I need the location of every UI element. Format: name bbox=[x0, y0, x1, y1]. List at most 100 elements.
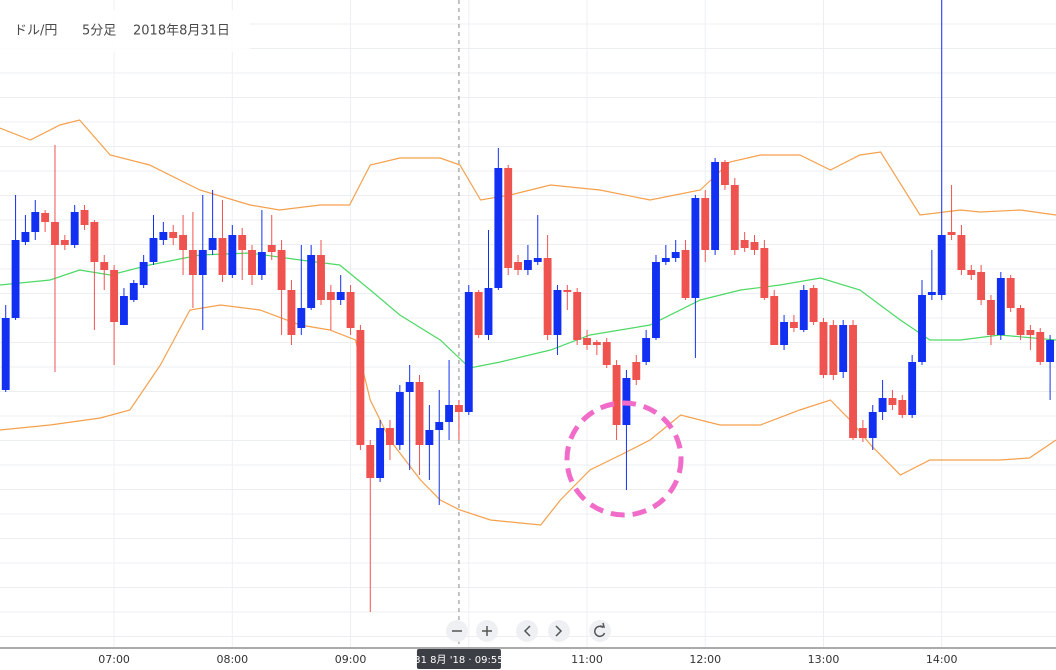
candle-body bbox=[799, 290, 808, 330]
candle-body bbox=[188, 250, 197, 275]
candle-body bbox=[100, 262, 109, 270]
candle-body bbox=[395, 392, 404, 445]
date: 2018年8月31日 bbox=[133, 24, 230, 39]
x-tick-label: 07:00 bbox=[98, 653, 130, 666]
candle-body bbox=[819, 322, 828, 375]
candle-body bbox=[110, 270, 119, 322]
candle-body bbox=[1006, 278, 1015, 308]
x-tick-label: 09:00 bbox=[335, 653, 367, 666]
candle-body bbox=[592, 342, 601, 345]
scroll-right-button[interactable] bbox=[548, 620, 570, 642]
candle-body bbox=[573, 292, 582, 340]
candle-body bbox=[967, 270, 976, 275]
candle-body bbox=[947, 232, 956, 235]
candle-body bbox=[652, 262, 660, 338]
candle-body bbox=[484, 288, 493, 335]
candle-body bbox=[11, 240, 20, 318]
candle-body bbox=[238, 235, 247, 250]
interval: 5分足 bbox=[82, 24, 116, 39]
candle-body bbox=[356, 330, 365, 445]
candle-body bbox=[760, 248, 769, 298]
candle-body bbox=[937, 235, 946, 295]
candle-body bbox=[1036, 332, 1045, 362]
candle-body bbox=[750, 242, 759, 250]
candle-body bbox=[740, 240, 749, 248]
candle-body bbox=[514, 262, 522, 270]
candle-body bbox=[90, 222, 99, 262]
candle-body bbox=[129, 283, 138, 300]
reset-button[interactable] bbox=[589, 620, 611, 642]
candle-body bbox=[770, 296, 779, 345]
candle-body bbox=[533, 258, 542, 262]
candle-body bbox=[691, 198, 700, 298]
candle-body bbox=[267, 245, 276, 252]
candle-body bbox=[326, 292, 335, 300]
candle-body bbox=[721, 162, 729, 185]
candle-body bbox=[681, 250, 690, 298]
x-tick-label: 14:00 bbox=[926, 653, 958, 666]
x-tick-label: 12:00 bbox=[689, 653, 721, 666]
candle-body bbox=[661, 258, 670, 262]
band-line bbox=[0, 252, 1056, 369]
candle-body bbox=[504, 168, 513, 268]
candle-body bbox=[1016, 308, 1025, 335]
x-tick-label: 11:00 bbox=[571, 653, 603, 666]
candle-body bbox=[898, 400, 907, 415]
candle-body bbox=[376, 428, 385, 478]
candle-body bbox=[60, 240, 69, 245]
grid bbox=[0, 0, 1056, 647]
band-line bbox=[0, 304, 1056, 526]
candle-body bbox=[445, 405, 454, 422]
candle-body bbox=[474, 292, 483, 335]
candle-body bbox=[405, 382, 414, 392]
candle-body bbox=[1046, 340, 1055, 362]
candle-body bbox=[957, 235, 966, 270]
candle-body bbox=[248, 250, 256, 275]
candle-body bbox=[228, 235, 237, 275]
candle-body bbox=[415, 382, 424, 445]
candle-body bbox=[41, 213, 50, 222]
candle-body bbox=[711, 162, 720, 250]
candle-body bbox=[918, 295, 926, 362]
candle-body bbox=[730, 185, 739, 250]
candle-body bbox=[553, 290, 562, 335]
zoom-in-button[interactable] bbox=[476, 620, 498, 642]
candle-body bbox=[208, 238, 217, 250]
candle-body bbox=[780, 322, 789, 345]
candle-body bbox=[829, 325, 838, 375]
candle-body bbox=[789, 322, 798, 328]
candle-body bbox=[996, 278, 1005, 335]
zoom-out-button[interactable] bbox=[446, 620, 468, 642]
candle-body bbox=[494, 168, 503, 288]
candle-body bbox=[198, 250, 207, 275]
candle-body bbox=[218, 238, 227, 275]
candle-body bbox=[297, 308, 306, 328]
candle-body bbox=[1, 318, 10, 390]
candle-body bbox=[839, 325, 848, 372]
candle-body bbox=[927, 292, 936, 295]
candle-body bbox=[977, 272, 986, 300]
candle-body bbox=[346, 292, 355, 328]
scroll-left-button[interactable] bbox=[516, 620, 538, 642]
candle-body bbox=[31, 212, 40, 232]
candle-body bbox=[888, 398, 897, 405]
crosshair-label-bg bbox=[416, 649, 501, 669]
candle-body bbox=[336, 292, 345, 300]
band-line bbox=[0, 119, 1056, 216]
candle-body bbox=[849, 325, 857, 438]
crosshair-label: 31 8月 '18 · 09:55 bbox=[414, 654, 503, 666]
candle-body bbox=[425, 430, 434, 445]
x-tick-label: 13:00 bbox=[808, 653, 840, 666]
candle-body bbox=[523, 260, 532, 270]
candle-body bbox=[1026, 330, 1035, 335]
candle-body bbox=[80, 210, 89, 225]
candle-body bbox=[139, 262, 148, 285]
candle-body bbox=[583, 338, 591, 345]
candle-body bbox=[809, 288, 818, 322]
candle-body bbox=[179, 235, 188, 250]
header-bg bbox=[0, 10, 250, 52]
highlight-circle bbox=[564, 400, 684, 518]
candle-body bbox=[868, 412, 877, 438]
candle-body bbox=[701, 198, 710, 250]
candle-body bbox=[602, 342, 611, 365]
